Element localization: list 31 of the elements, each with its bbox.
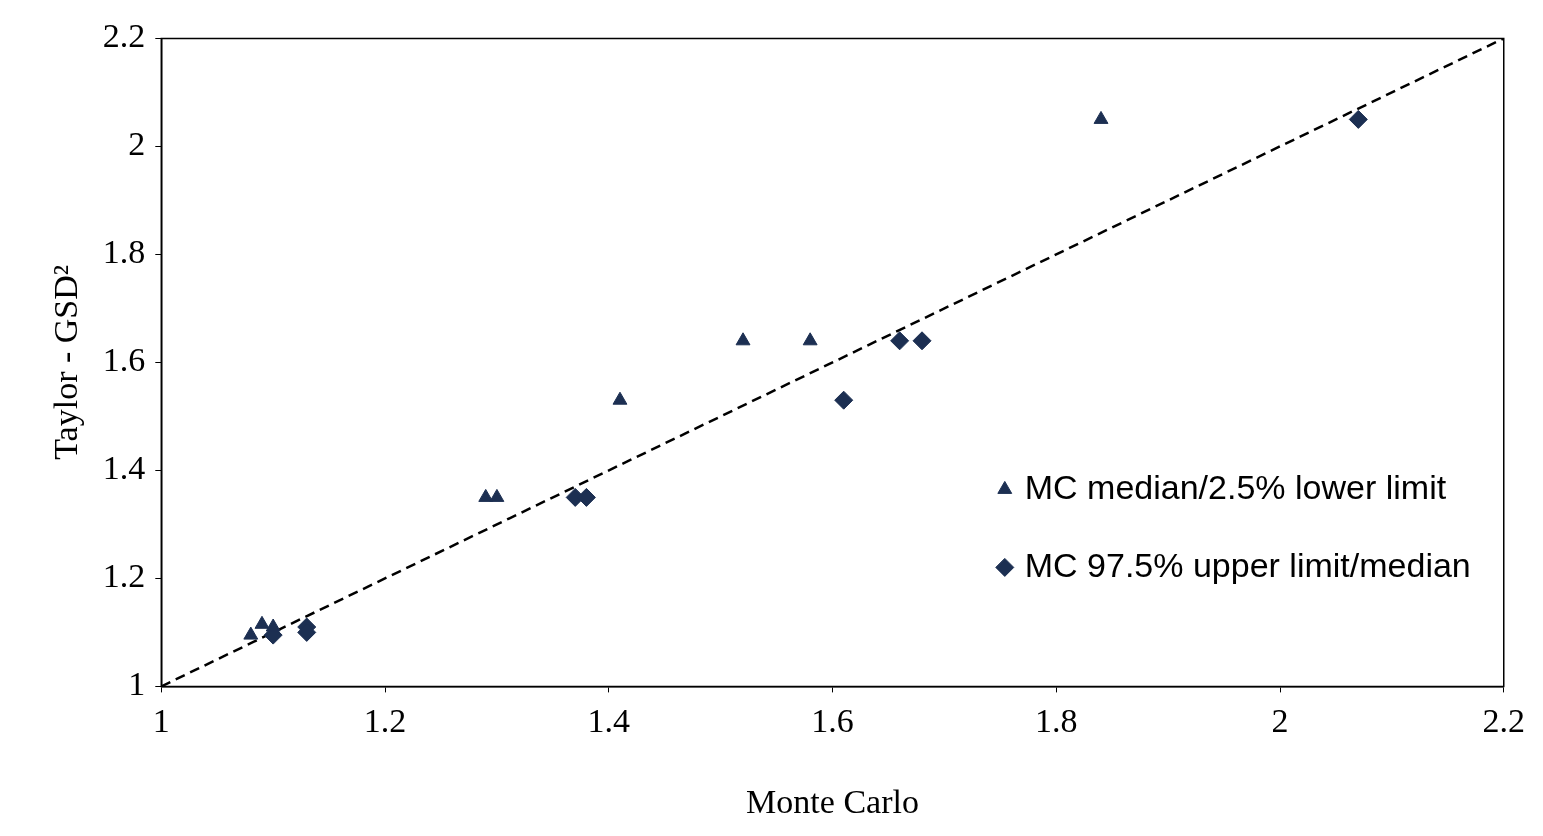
point bbox=[912, 331, 932, 351]
point bbox=[612, 391, 628, 405]
point bbox=[890, 331, 910, 351]
y-tick-label: 1.4 bbox=[102, 449, 146, 487]
x-tick-label: 1.2 bbox=[363, 701, 407, 739]
point bbox=[802, 332, 818, 346]
point bbox=[1348, 109, 1368, 129]
point bbox=[243, 626, 259, 640]
point bbox=[478, 488, 494, 502]
x-tick-label: 1 bbox=[152, 701, 170, 739]
y-tick-label: 1 bbox=[128, 665, 146, 703]
x-tick-label: 2 bbox=[1271, 701, 1289, 739]
point bbox=[735, 332, 751, 346]
point bbox=[254, 615, 270, 629]
point bbox=[834, 390, 854, 410]
x-tick-label: 1.4 bbox=[587, 701, 631, 739]
y-tick-label: 1.8 bbox=[102, 233, 146, 271]
y-tick-label: 2 bbox=[128, 125, 146, 163]
x-tick-label: 2.2 bbox=[1482, 701, 1525, 739]
y-tick-label: 2.2 bbox=[102, 17, 146, 55]
point bbox=[1093, 110, 1109, 124]
x-tick-label: 1.8 bbox=[1035, 701, 1078, 739]
legend-label: MC 97.5% upper limit/median bbox=[1024, 545, 1471, 584]
x-axis-title: Monte Carlo bbox=[746, 782, 919, 820]
legend-label: MC median/2.5% lower limit bbox=[1024, 467, 1447, 506]
point bbox=[265, 618, 281, 632]
y-tick-label: 1.2 bbox=[102, 557, 146, 595]
point bbox=[489, 488, 505, 502]
y-axis-title: Taylor - GSD² bbox=[47, 265, 85, 460]
y-tick-label: 1.6 bbox=[102, 341, 146, 379]
x-tick-label: 1.6 bbox=[811, 701, 854, 739]
